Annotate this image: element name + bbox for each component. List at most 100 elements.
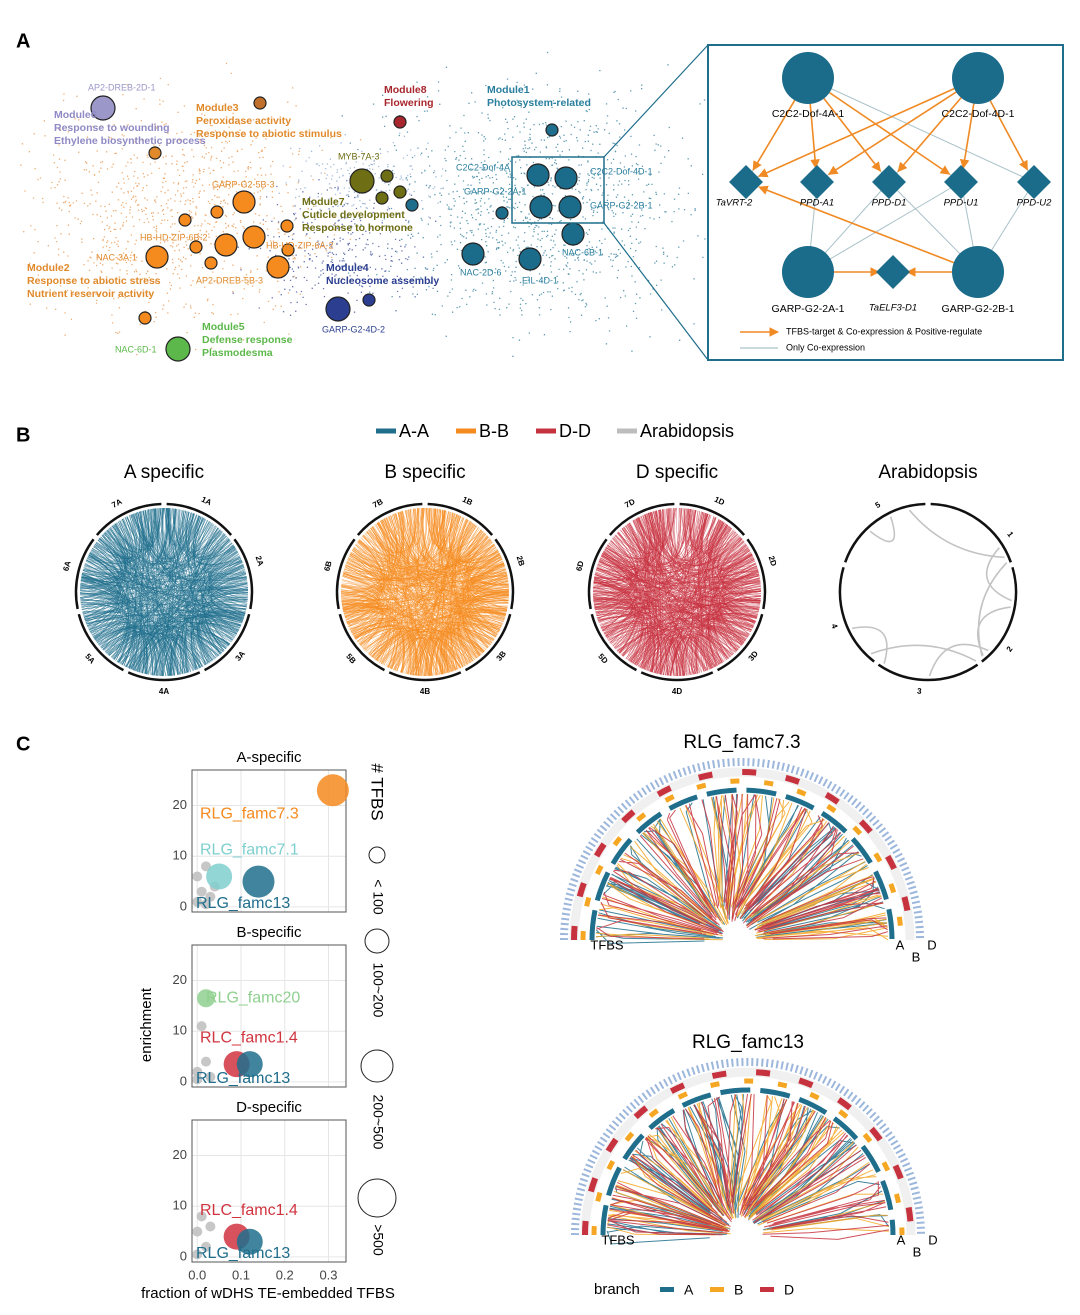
hub-label: GARP-G2-2B-1 (942, 303, 1015, 315)
bubble-label: RLC_famc1.4 (200, 1029, 298, 1046)
chromosome-arc (233, 538, 254, 610)
module-label: Photosystem-related (487, 97, 591, 109)
module-label: Module2 (27, 262, 70, 274)
size-legend-swatch (360, 1049, 394, 1083)
size-legend-swatch (357, 1178, 397, 1218)
bubble-label: RLG_famc13 (196, 1070, 290, 1087)
hub-label: C2C2-Dof-4A-1 (772, 108, 845, 120)
module-label: Response to abiotic stimulus (196, 128, 342, 140)
bubble (201, 861, 211, 872)
network-node (405, 198, 419, 212)
legend-label: B-B (479, 421, 509, 441)
target-node (872, 165, 906, 199)
chromosome-arc (587, 538, 608, 610)
network-node (242, 225, 266, 249)
chromosome-label: 4B (420, 687, 430, 696)
gene-label: HB-HD-ZIP-6A-2 (266, 240, 334, 250)
module-label: Ethylene biosynthetic process (54, 135, 206, 147)
inset-network: C2C2-Dof-4A-1 C2C2-Dof-4D-1 GARP-G2-2A-1 GA… (716, 52, 1052, 352)
module-label: Plasmodesma (202, 347, 273, 359)
panel-c: A-specific 0 10 20 RLG_famc7.3 RLG_famc7.1 RLG… (138, 749, 397, 1302)
gene-label: GARP-G2-2B-1 (590, 200, 653, 210)
plot-frame (191, 944, 347, 1088)
target-label: PPD-U2 (1017, 198, 1053, 209)
chromosome-label: 7D (623, 497, 636, 510)
network-dots (20, 62, 362, 356)
chromosome-arc (95, 502, 162, 536)
regulation-edge (757, 87, 955, 178)
tree-ring (580, 778, 904, 941)
hub-label: C2C2-Dof-4D-1 (942, 108, 1015, 120)
target-label: TaELF3-D1 (869, 303, 917, 314)
gene-label: NAC-3A-1 (96, 252, 137, 262)
bubble (201, 1241, 211, 1252)
module-label: Module7 (302, 196, 345, 208)
bubble (196, 1211, 207, 1222)
gene-label: MYB-7A-3 (338, 151, 380, 161)
circos-links (592, 507, 762, 677)
plot-title: A-specific (236, 749, 302, 766)
target-node (876, 255, 910, 289)
module-label: Peroxidase activity (196, 115, 291, 127)
tree-branches (596, 793, 888, 940)
legend-label: B (734, 1282, 743, 1298)
chromosome-arc (338, 613, 386, 672)
chromosome-arc (464, 613, 512, 672)
module-label: Flowering (384, 97, 434, 109)
panel-letter: B (16, 424, 30, 446)
network-node (145, 245, 169, 269)
chromosome-label: 6D (574, 560, 585, 572)
chromosome-label: 7B (371, 497, 384, 510)
bubble-label: RLG_famc20 (206, 989, 300, 1006)
bubble (205, 1071, 216, 1082)
tree-title: RLG_famc13 (692, 1032, 804, 1053)
zoom-line (603, 222, 709, 361)
subgenome-label: B (912, 949, 921, 964)
chromosome-label: 4A (159, 687, 169, 696)
size-legend-label: 200~500 (370, 1095, 386, 1150)
module-label: Module1 (487, 84, 530, 96)
regulation-edge (989, 100, 1029, 171)
chromosome-arc (127, 671, 201, 682)
y-tick-label: 0 (180, 1248, 187, 1263)
network-node (529, 195, 553, 219)
zoom-line (603, 44, 709, 158)
bubble (236, 1228, 263, 1255)
network-node (281, 243, 295, 257)
gene-label: GARP-G2-4D-2 (322, 324, 385, 334)
chromosome-arc (77, 613, 125, 672)
legend-swatch (710, 1287, 724, 1292)
panel-letter: C (16, 733, 30, 755)
y-tick-label: 0 (180, 1073, 187, 1088)
network-node (178, 213, 192, 227)
plot-title: D-specific (236, 1099, 302, 1116)
y-tick-label: 10 (173, 848, 187, 863)
chromosome-label: 6B (322, 560, 333, 572)
chromosome-arc (590, 613, 638, 672)
legend-label: TFBS-target & Co-expression & Positive-r… (786, 326, 982, 336)
network-node (393, 185, 407, 199)
chromosome-arc (930, 502, 1013, 563)
chromosome-arc (877, 663, 979, 682)
bubble-label: RLG_famc13 (196, 1245, 290, 1262)
module-label: Module3 (196, 102, 239, 114)
network-node (461, 242, 485, 266)
network-node (253, 96, 267, 110)
network-node (266, 255, 290, 279)
legend-label: A (684, 1282, 694, 1298)
bubble (206, 863, 233, 890)
bubble-label: RLG_famc7.1 (200, 842, 299, 859)
module-label: Module4 (326, 262, 369, 274)
chromosome-arc (203, 613, 251, 672)
y-tick-label: 20 (173, 972, 187, 987)
network-node (561, 222, 585, 246)
target-node (729, 165, 763, 199)
module-label: Defense response (202, 334, 293, 346)
network-node (325, 296, 351, 322)
inset-frame (707, 44, 1064, 361)
network-node (362, 293, 376, 307)
bubble (236, 1051, 263, 1078)
network-node (210, 205, 224, 219)
